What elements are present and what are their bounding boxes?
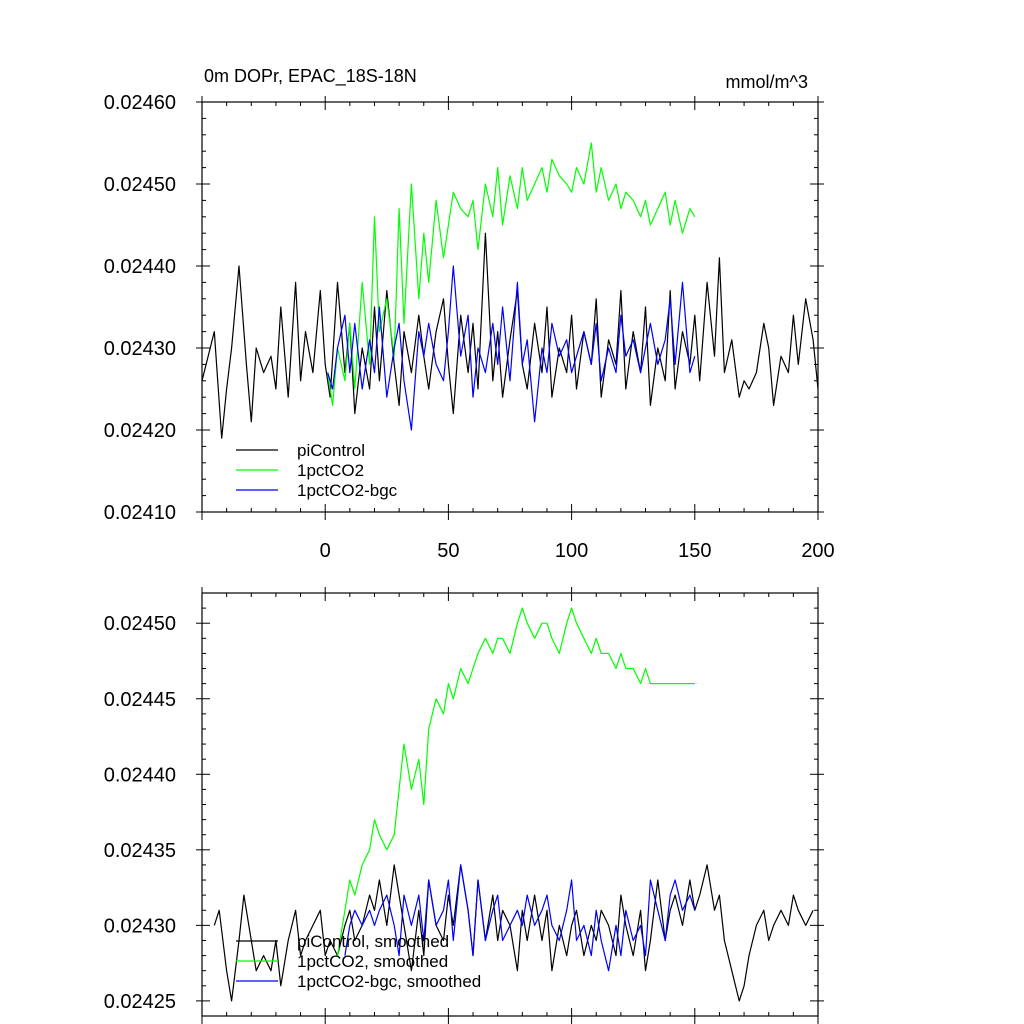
series-line-1pctco2-bgc [327, 265, 696, 431]
chart-title: 0m DOPr, EPAC_18S-18N [204, 66, 417, 87]
series-line-1pctco2-bgc-smoothed [344, 864, 696, 972]
y-tick-label: 0.02440 [104, 256, 176, 278]
series-line-picontrol [202, 232, 818, 439]
y-tick-label: 0.02450 [104, 174, 176, 196]
legend-label: 1pctCO2-bgc, smoothed [297, 972, 481, 991]
plot-frame [201, 101, 819, 513]
y-tick-label: 0.02460 [104, 92, 176, 114]
y-tick-label: 0.02445 [104, 689, 176, 711]
series-group [202, 142, 818, 439]
chart-panel-2: 0.02425 0.02430 0.02435 0.02440 0.02445 0.024… [104, 587, 824, 1024]
y-tick-label: 0.02440 [104, 764, 176, 786]
legend-label: 1pctCO2-bgc [297, 481, 398, 500]
y-tick-label: 0.02430 [104, 338, 176, 360]
y-tick-label: 0.02430 [104, 915, 176, 937]
series-line-1pctco2-smoothed [336, 607, 695, 956]
chart-units: mmol/m^3 [726, 72, 808, 92]
y-tick-label: 0.02410 [104, 502, 176, 524]
x-tick-label: 0 [320, 540, 331, 562]
x-tick-label: 150 [678, 540, 711, 562]
legend-label: piControl, smoothed [297, 932, 449, 951]
plot-frame [201, 592, 819, 1017]
legend-label: 1pctCO2 [297, 461, 364, 480]
y-tick-label: 0.02435 [104, 840, 176, 862]
chart-panel-1: 0 50 100 150 200 0.02410 0.02420 0.02430 0.02440… [104, 66, 835, 562]
legend-label: 1pctCO2, smoothed [297, 952, 448, 971]
y-tick-label: 0.02425 [104, 991, 176, 1013]
series-line-picontrol-smoothed [213, 864, 814, 1002]
x-tick-label: 100 [555, 540, 588, 562]
y-tick-label: 0.02450 [104, 613, 176, 635]
y-tick-label: 0.02420 [104, 420, 176, 442]
series-group [213, 607, 814, 1002]
legend-label: piControl [297, 441, 365, 460]
x-tick-label: 50 [437, 540, 459, 562]
x-tick-label: 200 [801, 540, 834, 562]
series-line-1pctco2 [327, 142, 696, 406]
